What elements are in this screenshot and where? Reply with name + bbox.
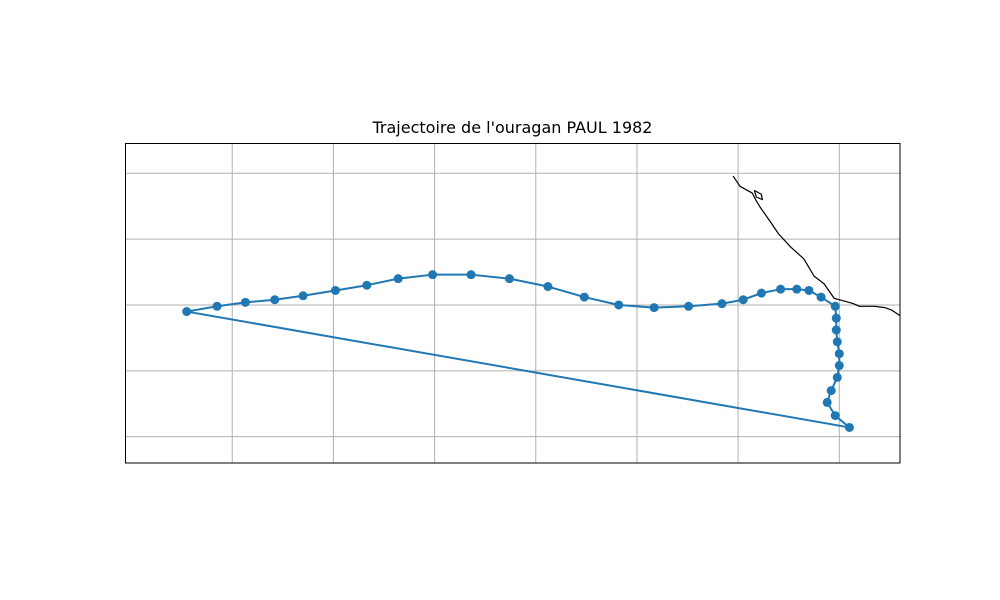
track-point	[330, 285, 340, 295]
track-point	[240, 297, 250, 307]
track-point	[826, 386, 836, 396]
gridlines	[125, 143, 900, 463]
track-point	[834, 361, 844, 371]
track-point	[844, 422, 854, 432]
track-point	[831, 313, 841, 323]
track-point	[776, 284, 786, 294]
track-point	[830, 301, 840, 311]
track-point	[830, 411, 840, 421]
plot-background	[125, 143, 900, 463]
track-layer	[182, 270, 854, 432]
track-point	[362, 280, 372, 290]
track-point	[649, 303, 659, 313]
track-point	[831, 325, 841, 335]
track-point	[832, 372, 842, 382]
coastline	[732, 175, 900, 317]
track-point	[684, 301, 694, 311]
coastline-layer	[732, 175, 900, 317]
track-point	[804, 285, 814, 295]
track-point	[756, 288, 766, 298]
track-point	[543, 282, 553, 292]
track-point	[614, 300, 624, 310]
track-point	[579, 292, 589, 302]
track-point	[393, 274, 403, 284]
coastline-island	[753, 189, 764, 201]
track-point	[428, 270, 438, 280]
track-point	[738, 295, 748, 305]
chart-title: Trajectoire de l'ouragan PAUL 1982	[372, 118, 653, 137]
track-point	[792, 284, 802, 294]
track-point	[834, 349, 844, 359]
track-point	[816, 292, 826, 302]
track-point	[298, 291, 308, 301]
track-point	[822, 397, 832, 407]
track-point	[466, 270, 476, 280]
track-point	[717, 299, 727, 309]
plot-frame	[125, 143, 901, 464]
track-point	[182, 307, 192, 317]
track-point	[212, 301, 222, 311]
track-point	[504, 274, 514, 284]
track-point	[270, 295, 280, 305]
track-point	[832, 337, 842, 347]
